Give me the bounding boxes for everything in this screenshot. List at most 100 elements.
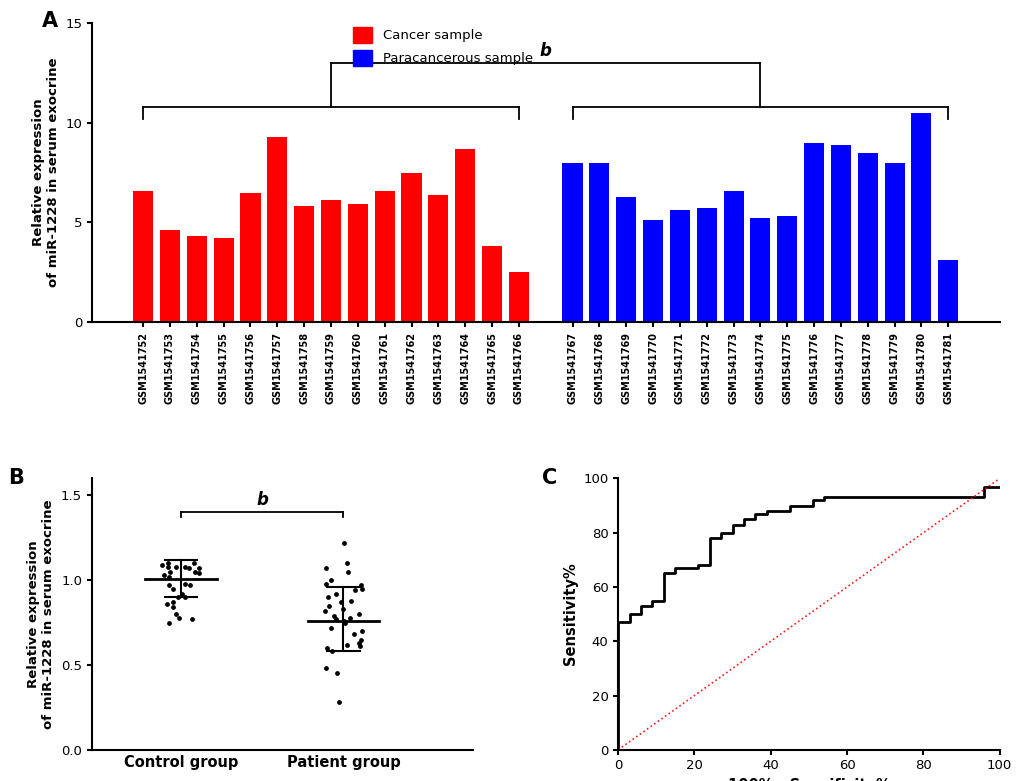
Bar — [910, 113, 930, 322]
Point — [327, 613, 343, 626]
Bar — [347, 205, 368, 322]
Point — [341, 612, 358, 624]
Bar — [722, 191, 743, 322]
X-axis label: 100% - Specificity%: 100% - Specificity% — [727, 778, 890, 781]
Point — [334, 603, 351, 615]
Point — [353, 583, 369, 595]
Bar — [132, 191, 153, 322]
Point — [185, 557, 202, 569]
Point — [351, 637, 367, 649]
Text: C: C — [541, 468, 556, 487]
Point — [159, 561, 175, 573]
Y-axis label: Relative expression
of miR-1228 in serum exocrine: Relative expression of miR-1228 in serum… — [32, 58, 59, 287]
Point — [183, 613, 200, 626]
Point — [176, 561, 193, 573]
Point — [345, 628, 362, 640]
Point — [167, 608, 183, 620]
Bar — [669, 210, 689, 322]
Text: b: b — [256, 491, 268, 509]
Point — [351, 608, 367, 620]
Point — [346, 584, 363, 597]
Point — [354, 625, 370, 637]
Bar — [186, 237, 207, 322]
Point — [332, 596, 348, 608]
Point — [319, 591, 335, 604]
Point — [181, 579, 198, 591]
Point — [162, 565, 178, 578]
Point — [191, 567, 207, 580]
Legend: Cancer sample, Paracancerous sample: Cancer sample, Paracancerous sample — [353, 27, 533, 66]
Point — [325, 610, 341, 622]
Point — [156, 569, 172, 581]
Bar — [589, 162, 608, 322]
Point — [322, 574, 338, 587]
Bar — [428, 194, 448, 322]
Text: B: B — [8, 468, 23, 487]
Point — [317, 604, 333, 617]
Point — [318, 577, 334, 590]
Bar — [937, 260, 958, 322]
Point — [338, 638, 355, 651]
Point — [159, 597, 175, 610]
Bar — [883, 162, 904, 322]
Bar — [750, 219, 769, 322]
Bar — [213, 238, 233, 322]
Point — [352, 633, 368, 646]
Point — [171, 612, 187, 624]
Bar — [696, 209, 716, 322]
Point — [335, 615, 352, 627]
Point — [177, 591, 194, 604]
Point — [180, 562, 197, 575]
Point — [317, 662, 333, 675]
Point — [187, 565, 204, 578]
Y-axis label: Relative expression
of miR-1228 in serum exocrine: Relative expression of miR-1228 in serum… — [28, 499, 55, 729]
Point — [353, 579, 369, 591]
Point — [339, 565, 356, 578]
Point — [352, 640, 368, 653]
Bar — [803, 143, 823, 322]
Point — [336, 616, 353, 629]
Point — [328, 667, 344, 679]
Bar — [374, 191, 394, 322]
Bar — [321, 201, 340, 322]
Bar — [830, 144, 850, 322]
Point — [165, 583, 181, 595]
Bar — [240, 193, 260, 322]
Point — [342, 594, 359, 607]
Bar — [160, 230, 180, 322]
Point — [323, 622, 339, 634]
Bar — [293, 206, 314, 322]
Point — [338, 557, 355, 569]
Point — [154, 558, 170, 571]
Point — [173, 587, 190, 600]
Point — [319, 642, 335, 654]
Bar — [857, 153, 877, 322]
Bar — [776, 216, 797, 322]
Point — [161, 616, 177, 629]
Point — [320, 599, 336, 612]
Point — [191, 562, 207, 575]
Bar — [508, 272, 529, 322]
Point — [165, 596, 181, 608]
Point — [327, 587, 343, 600]
Point — [168, 561, 184, 573]
Point — [160, 579, 176, 591]
Bar — [615, 197, 636, 322]
Bar — [642, 220, 662, 322]
Bar — [482, 246, 501, 322]
Point — [165, 601, 181, 614]
Y-axis label: Sensitivity%: Sensitivity% — [562, 563, 577, 665]
Point — [317, 562, 333, 575]
Bar — [401, 173, 421, 322]
Point — [160, 571, 176, 583]
Text: A: A — [42, 12, 58, 31]
Point — [176, 577, 193, 590]
Bar — [454, 148, 475, 322]
Point — [159, 557, 175, 569]
Text: b: b — [539, 42, 551, 60]
Point — [335, 537, 352, 549]
Point — [170, 591, 186, 604]
Point — [323, 645, 339, 658]
Point — [330, 696, 346, 708]
Bar — [267, 137, 287, 322]
